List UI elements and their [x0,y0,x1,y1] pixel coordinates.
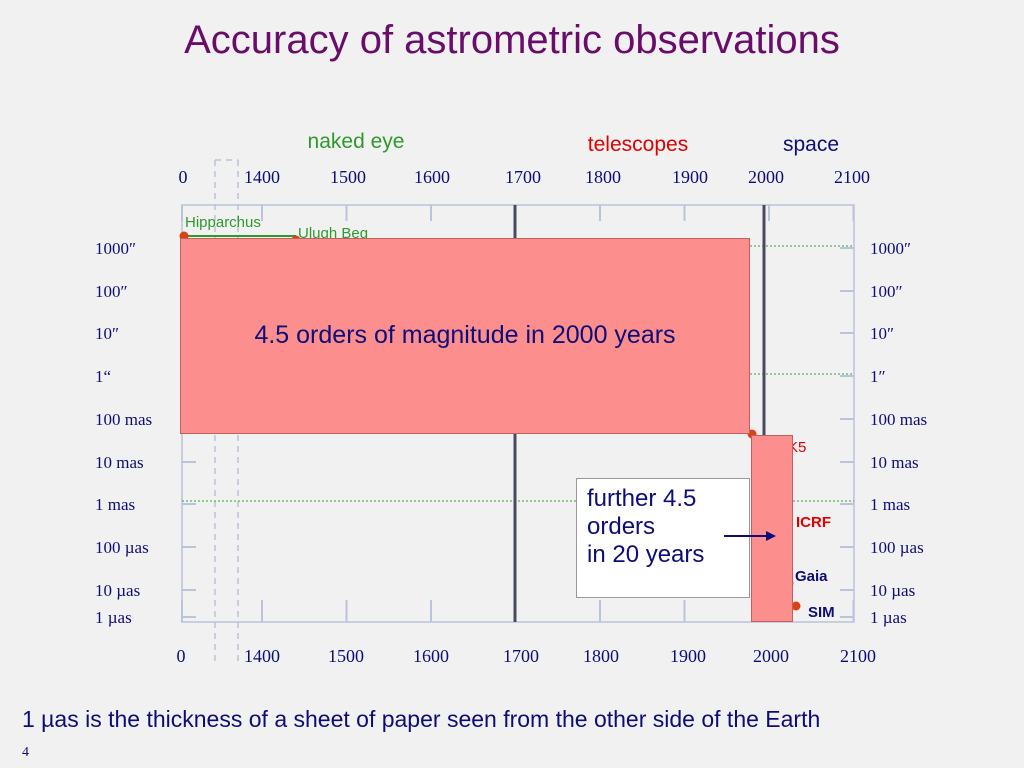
y-tick-label-right: 10 µas [870,581,915,600]
y-tick-label-left: 100 µas [95,538,149,557]
point-label-gaia: Gaia [795,568,828,585]
x-tick-label-bottom: 0 [177,646,186,666]
y-tick-label-left: 1 µas [95,608,132,627]
x-tick-label-bottom: 1800 [583,646,619,666]
y-tick-label-left: 1 mas [95,495,135,514]
y-tick-label-right: 100″ [870,282,903,301]
callout-box: further 4.5 orders in 20 years [576,478,750,598]
page-number: 4 [22,745,29,760]
point-label-sim: SIM [808,604,835,621]
point-label-icrf: ICRF [796,514,831,531]
y-tick-label-left: 10 mas [95,453,144,472]
callout-line-2: orders [587,513,656,540]
point-label-ulugh-beg: Ulugh Beg [298,225,368,242]
point-sim [791,601,801,611]
x-tick-label-top: 1800 [585,167,621,187]
x-tick-label-top: 2100 [834,167,870,187]
y-tick-label-left: 10 µas [95,581,140,600]
x-tick-label-bottom: 1900 [670,646,706,666]
slide-title: Accuracy of astrometric observations [184,18,840,62]
y-tick-label-right: 1000″ [870,239,911,258]
y-tick-label-right: 100 µas [870,538,924,557]
x-tick-label-bottom: 1400 [244,646,280,666]
footnote: 1 µas is the thickness of a sheet of pap… [22,706,821,732]
x-tick-label-top: 1500 [330,167,366,187]
y-tick-label-right: 1″ [870,367,886,386]
y-tick-label-left: 1000″ [95,239,136,258]
y-tick-label-left: 100 mas [95,410,152,429]
y-tick-label-right: 10″ [870,324,894,343]
x-tick-label-top: 1400 [244,167,280,187]
x-tick-label-top: 1900 [672,167,708,187]
callout-line-1: further 4.5 [587,485,697,512]
point-label-hipparchus: Hipparchus [185,214,261,231]
y-tick-label-left: 100″ [95,282,128,301]
y-tick-label-left: 10″ [95,324,119,343]
x-tick-label-bottom: 1700 [503,646,539,666]
y-tick-label-right: 100 mas [870,410,927,429]
era-label: naked eye [308,130,405,153]
callout-line-3: in 20 years [587,541,705,568]
x-tick-label-top: 2000 [748,167,784,187]
magnitude-banner: 4.5 orders of magnitude in 2000 years [180,238,750,434]
recent-bar [751,435,793,622]
x-tick-label-bottom: 1600 [413,646,449,666]
x-tick-label-bottom: 2000 [753,646,789,666]
x-tick-label-top: 1600 [414,167,450,187]
era-label: telescopes [588,133,688,156]
y-tick-label-right: 10 mas [870,453,919,472]
y-tick-label-right: 1 mas [870,495,910,514]
banner-text: 4.5 orders of magnitude in 2000 years [254,321,676,349]
x-tick-label-top: 1700 [505,167,541,187]
x-tick-label-bottom: 1500 [328,646,364,666]
y-tick-label-right: 1 µas [870,608,907,627]
y-tick-label-left: 1“ [95,367,111,386]
x-tick-label-bottom: 2100 [840,646,876,666]
x-tick-label-top: 0 [179,167,188,187]
era-label: space [783,133,839,156]
